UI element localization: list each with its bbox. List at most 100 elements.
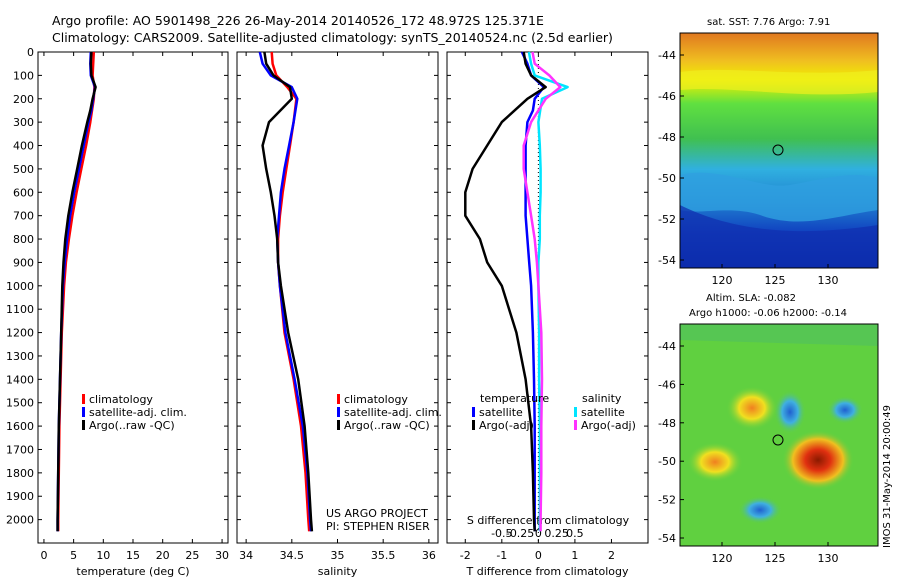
sst-map	[679, 32, 879, 269]
map-y-tick-label: -50	[658, 172, 676, 185]
annotation: US ARGO PROJECT	[326, 507, 428, 520]
x-tick-label: 5	[70, 549, 77, 562]
x-tick-label: 20	[156, 549, 170, 562]
legend-swatch	[337, 394, 340, 404]
y-tick-label: 1200	[6, 327, 34, 340]
legend-swatch	[337, 420, 340, 430]
s-tick-label: 0.5	[566, 527, 584, 540]
s-axis-label: S difference from climatology	[467, 514, 630, 527]
x-tick-label: 10	[96, 549, 110, 562]
legend-title: temperature	[480, 392, 549, 405]
y-tick-label: 1000	[6, 280, 34, 293]
s-tick-label: -0.5	[491, 527, 512, 540]
argo-location-marker	[772, 434, 784, 446]
y-tick-label: 1600	[6, 420, 34, 433]
x-tick-label: 34.5	[280, 549, 305, 562]
legend-swatch	[574, 420, 577, 430]
y-tick-label: 0	[27, 46, 34, 59]
s-tick-label: -0.25	[506, 527, 534, 540]
series-line-argo-raw-qc-	[261, 51, 314, 532]
y-tick-label: 700	[13, 210, 34, 223]
x-tick-label: 35	[331, 549, 345, 562]
y-tick-label: 200	[13, 93, 34, 106]
legend-label: Argo(..raw -QC)	[89, 419, 175, 432]
series-line-salinity-argo-adj-	[522, 51, 562, 532]
y-tick-label: 1700	[6, 443, 34, 456]
legend-label: climatology	[344, 393, 408, 406]
x-tick-label: 2	[608, 549, 615, 562]
sla-axes: 120 125 130 -44 -46 -48 -50 -52 -54	[658, 340, 838, 565]
legend-title: salinity	[582, 392, 622, 405]
y-tick-label: 2000	[6, 514, 34, 527]
map-y-tick-label: -46	[658, 90, 676, 103]
legend-label: climatology	[89, 393, 153, 406]
annotation: PI: STEPHEN RISER	[326, 520, 430, 533]
x-axis-label: temperature (deg C)	[76, 565, 189, 578]
legend-swatch	[574, 407, 577, 417]
legend-swatch	[82, 420, 85, 430]
x-axis-label: salinity	[318, 565, 358, 578]
legend-label: Argo(-adj)	[581, 419, 636, 432]
sla-eddy-high	[782, 430, 854, 490]
sla-map-title1: Altim. SLA: -0.082	[706, 293, 796, 304]
sst-axes: 120 125 130 -44 -46 -48 -50 -52 -54	[658, 49, 838, 287]
sla-eddy-warm	[687, 442, 743, 482]
y-tick-label: 1400	[6, 373, 34, 386]
sla-eddy-low	[827, 396, 863, 424]
y-tick-label: 1100	[6, 303, 34, 316]
y-tick-label: 1900	[6, 490, 34, 503]
sla-eddy-low	[738, 496, 782, 524]
x-tick-label: 0	[40, 549, 47, 562]
map-y-tick-label: -54	[658, 254, 676, 267]
x-tick-label: 36	[422, 549, 436, 562]
series-line-temperature-argo-adj-	[464, 51, 547, 532]
s-tick-label: 0.25	[544, 527, 569, 540]
y-tick-label: 900	[13, 256, 34, 269]
map-y-tick-label: -44	[658, 340, 676, 353]
legend-swatch	[472, 407, 475, 417]
y-tick-label: 800	[13, 233, 34, 246]
plot-frame	[236, 51, 439, 544]
series-line-satellite-adj-clim-	[258, 51, 313, 532]
x-tick-label: -1	[496, 549, 507, 562]
map-y-tick-label: -46	[658, 378, 676, 391]
header-line2: Climatology: CARS2009. Satellite-adjuste…	[52, 30, 613, 45]
legend-swatch	[82, 394, 85, 404]
map-x-tick-label: 120	[712, 274, 733, 287]
sst-band	[680, 205, 878, 268]
y-tick-label: 1800	[6, 467, 34, 480]
map-y-tick-label: -52	[658, 494, 676, 507]
map-y-tick-label: -48	[658, 417, 676, 430]
legend-label: satellite-adj. clim.	[89, 406, 187, 419]
x-tick-label: 25	[185, 549, 199, 562]
x-axis-label: T difference from climatology	[466, 565, 629, 578]
sst-band	[680, 172, 878, 222]
s-tick-label: 0	[535, 527, 542, 540]
legend-swatch	[337, 407, 340, 417]
imos-side-label: IMOS 31-May-2014 20:00:49	[882, 405, 893, 548]
series-line-salinity-satellite	[527, 51, 569, 532]
legend-label: satellite-adj. clim.	[344, 406, 442, 419]
map-x-tick-label: 125	[765, 552, 786, 565]
sst-map-title: sat. SST: 7.76 Argo: 7.91	[707, 17, 830, 28]
sla-eddy-warm	[726, 386, 778, 430]
x-tick-label: 30	[215, 549, 229, 562]
map-y-tick-label: -54	[658, 532, 676, 545]
sst-band	[680, 69, 878, 95]
series-line-argo-raw-qc-	[56, 51, 97, 532]
map-y-tick-label: -44	[658, 49, 676, 62]
sla-map-title2: Argo h1000: -0.06 h2000: -0.14	[689, 308, 847, 319]
x-tick-label: 34	[239, 549, 253, 562]
map-x-tick-label: 130	[818, 552, 839, 565]
header-line1: Argo profile: AO 5901498_226 26-May-2014…	[52, 13, 544, 28]
map-x-tick-label: 120	[712, 552, 733, 565]
x-tick-label: 35.5	[371, 549, 396, 562]
sla-map	[679, 323, 879, 547]
legend-swatch	[472, 420, 475, 430]
y-tick-label: 600	[13, 186, 34, 199]
map-x-tick-label: 130	[818, 274, 839, 287]
legend-label: satellite	[581, 406, 625, 419]
x-tick-label: 15	[126, 549, 140, 562]
map-y-tick-label: -52	[658, 213, 676, 226]
